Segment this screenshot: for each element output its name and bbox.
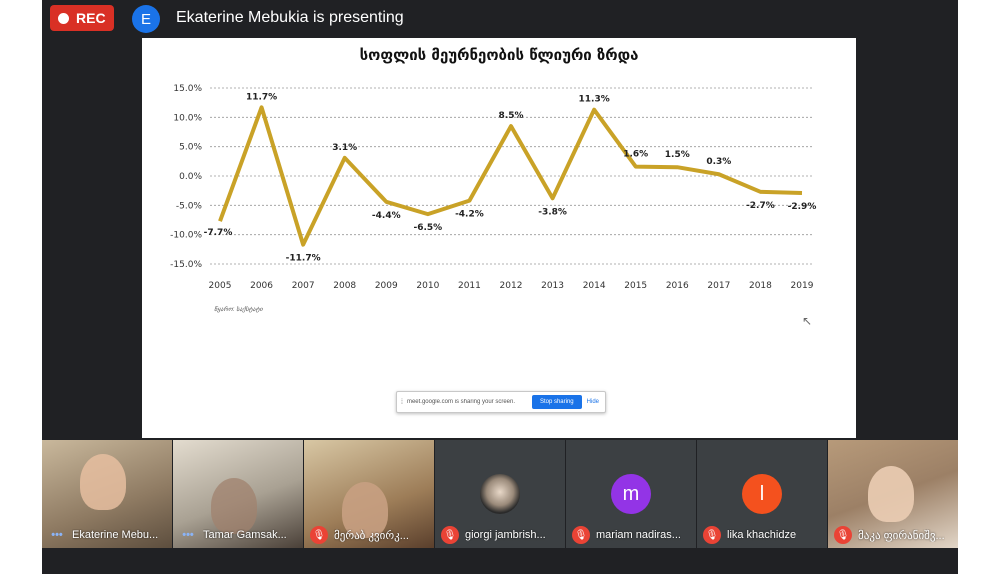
data-label: -3.8%	[538, 207, 567, 217]
presenter-avatar: E	[132, 5, 160, 33]
drag-handle-icon[interactable]: ⁞	[401, 398, 403, 406]
participant-avatar: l	[742, 474, 782, 514]
data-label: 1.5%	[665, 150, 690, 160]
mic-off-icon: 🎙	[703, 526, 721, 544]
x-tick-label: 2015	[624, 281, 647, 291]
top-bar: REC E Ekaterine Mebukia is presenting	[42, 0, 958, 36]
hide-button[interactable]: Hide	[586, 399, 599, 405]
meet-window: REC E Ekaterine Mebukia is presenting სო…	[42, 0, 958, 574]
tile-footer: 🎙 lika khachidze	[697, 522, 827, 548]
participant-tile[interactable]: ••• Ekaterine Mebu...	[42, 440, 172, 548]
participant-name: lika khachidze	[727, 529, 797, 541]
data-label: 1.6%	[623, 150, 648, 160]
data-label: -11.7%	[286, 254, 321, 264]
participant-name: მაკა ფირანიშვ...	[858, 529, 945, 542]
data-label: 11.3%	[579, 95, 610, 105]
x-tick-label: 2009	[375, 281, 398, 291]
x-tick-label: 2018	[749, 281, 772, 291]
recording-badge: REC	[50, 5, 114, 31]
record-dot-icon	[58, 12, 69, 24]
source-note: წყარო: საქსტატი	[214, 307, 263, 313]
y-tick-label: 15.0%	[173, 84, 202, 94]
tile-footer: ••• Ekaterine Mebu...	[42, 522, 172, 548]
x-tick-label: 2008	[333, 281, 356, 291]
data-label: 3.1%	[332, 143, 357, 153]
participant-video	[342, 482, 388, 538]
presenting-status: Ekaterine Mebukia is presenting	[176, 9, 404, 26]
tile-footer: 🎙 mariam nadiras...	[566, 522, 696, 548]
participant-name: მერაბ კვირკ...	[334, 529, 409, 542]
line-chart: 15.0% 10.0% 5.0% 0.0% -5.0% -10.0% -15.0% 2005 2…	[170, 84, 817, 291]
participant-name: Tamar Gamsak...	[203, 529, 287, 541]
participant-name: mariam nadiras...	[596, 529, 681, 541]
mic-off-icon: 🎙	[572, 526, 590, 544]
stop-sharing-button[interactable]: Stop sharing	[531, 395, 582, 409]
data-label: -6.5%	[414, 223, 443, 233]
y-tick-label: -10.0%	[170, 231, 202, 241]
data-label: 0.3%	[706, 157, 731, 167]
participant-tile[interactable]: m 🎙 mariam nadiras...	[566, 440, 696, 548]
participant-tile[interactable]: ••• Tamar Gamsak...	[173, 440, 303, 548]
participant-strip: ••• Ekaterine Mebu... ••• Tamar Gamsak... 🎙 მ…	[42, 440, 958, 548]
x-tick-label: 2019	[791, 281, 814, 291]
tile-footer: ••• Tamar Gamsak...	[173, 522, 303, 548]
x-tick-label: 2007	[292, 281, 315, 291]
participant-video	[868, 466, 914, 522]
participant-name: giorgi jambrish...	[465, 529, 546, 541]
participant-name: Ekaterine Mebu...	[72, 529, 159, 541]
participant-tile[interactable]: 🎙 მერაბ კვირკ...	[304, 440, 434, 548]
x-tick-label: 2013	[541, 281, 564, 291]
y-tick-label: -15.0%	[170, 260, 202, 270]
speaking-indicator-icon: •••	[51, 529, 63, 541]
mic-off-icon: 🎙	[441, 526, 459, 544]
data-label: -7.7%	[204, 228, 233, 238]
tile-footer: 🎙 giorgi jambrish...	[435, 522, 565, 548]
x-tick-label: 2012	[500, 281, 523, 291]
data-label: -4.2%	[455, 210, 484, 220]
participant-video	[211, 478, 257, 534]
participant-tile[interactable]: l 🎙 lika khachidze	[697, 440, 827, 548]
x-tick-label: 2011	[458, 281, 481, 291]
y-tick-label: 0.0%	[179, 172, 202, 182]
y-tick-label: 5.0%	[179, 143, 202, 153]
screen-share-bar: ⁞ meet.google.com is sharing your screen…	[396, 391, 606, 413]
share-notice: meet.google.com is sharing your screen.	[406, 399, 516, 405]
mouse-cursor-icon: ↖	[802, 314, 813, 328]
rec-label: REC	[76, 10, 106, 26]
participant-avatar: m	[611, 474, 651, 514]
tile-footer: 🎙 მაკა ფირანიშვ...	[828, 522, 958, 548]
data-label: 8.5%	[499, 111, 524, 121]
y-tick-label: 10.0%	[173, 113, 202, 123]
data-label: -2.9%	[788, 202, 817, 212]
mic-off-icon: 🎙	[310, 526, 328, 544]
participant-tile[interactable]: 🎙 მაკა ფირანიშვ...	[828, 440, 958, 548]
data-label: -2.7%	[746, 201, 775, 211]
speaking-indicator-icon: •••	[182, 529, 194, 541]
x-tick-label: 2017	[707, 281, 730, 291]
x-tick-label: 2005	[209, 281, 232, 291]
participant-tile[interactable]: 🎙 giorgi jambrish...	[435, 440, 565, 548]
data-label: 11.7%	[246, 92, 277, 102]
chart-title: სოფლის მეურნეობის წლიური ზრდა	[359, 46, 639, 64]
mic-off-icon: 🎙	[834, 526, 852, 544]
data-label: -4.4%	[372, 211, 401, 221]
shared-screen: სოფლის მეურნეობის წლიური ზრდა 15.0% 10.0%…	[142, 38, 856, 438]
x-tick-label: 2006	[250, 281, 273, 291]
series-line	[218, 105, 803, 247]
x-tick-label: 2010	[416, 281, 439, 291]
x-tick-label: 2016	[666, 281, 689, 291]
participant-video	[80, 454, 126, 510]
y-tick-label: -5.0%	[176, 201, 203, 211]
tile-footer: 🎙 მერაბ კვირკ...	[304, 522, 434, 548]
participant-avatar	[480, 474, 520, 514]
x-tick-label: 2014	[583, 281, 606, 291]
